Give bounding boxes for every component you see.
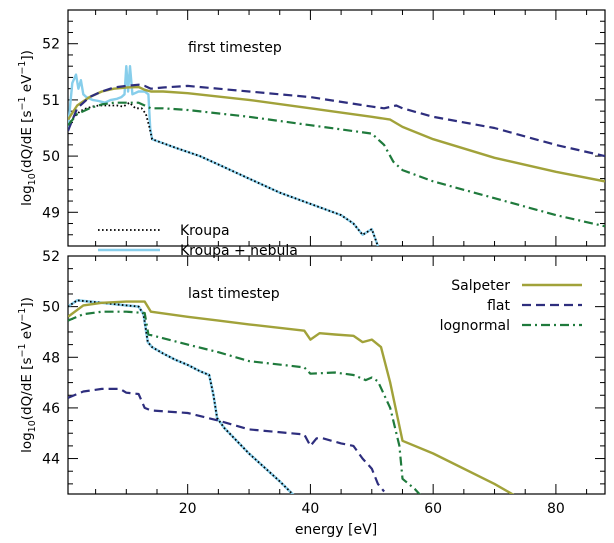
bot-y-tick-label: 46 [42, 401, 60, 417]
top-y-label-mid: (dQ/dE [s [19, 111, 35, 174]
top-y-tick-label: 49 [42, 205, 60, 221]
top-annotation: first timestep [188, 40, 282, 56]
top-y-tick-label: 52 [42, 37, 60, 53]
x-tick-label: 20 [179, 501, 197, 517]
bottom-y-axis-label: log10(dQ/dE [s−1 eV−1]) [17, 297, 38, 453]
x-tick-label: 60 [424, 501, 442, 517]
bottom-annotation: last timestep [188, 286, 280, 302]
top-series-lognormal [68, 101, 605, 228]
bot-legend-label-salpeter: Salpeter [451, 278, 510, 294]
bottom-y-label-mid: (dQ/dE [s [19, 358, 35, 421]
x-axis-label: energy [eV] [295, 522, 377, 538]
top-legend-label-kroupa-nebula: Kroupa + nebula [180, 243, 298, 259]
top-legend-label-kroupa: Kroupa [180, 223, 230, 239]
bottom-plot-frame [67, 255, 606, 495]
bot-series-salpeter [68, 300, 515, 494]
bot-legend-label-flat: flat [487, 298, 510, 314]
top-y-label-pre: log [19, 185, 35, 206]
x-tick-label: 80 [547, 501, 565, 517]
top-y-label-post: ]) [19, 50, 35, 61]
bottom-y-label-mid2: eV [19, 321, 35, 344]
bot-y-tick-label: 50 [42, 300, 60, 316]
bottom-y-label-post: ]) [19, 297, 35, 308]
bot-series-lognormal [68, 310, 421, 494]
bottom-y-label-sup2: −1 [17, 308, 28, 322]
bottom-y-label-sub: 10 [27, 420, 38, 432]
x-tick-label: 40 [302, 501, 320, 517]
bottom-y-label-pre: log [19, 432, 35, 453]
top-y-label-mid2: eV [19, 74, 35, 97]
bottom-panel: 20 40 60 80 44 46 48 50 52 last timestep Salpete… [17, 249, 606, 538]
bot-series-kroupa [68, 299, 294, 494]
bottom-y-label-sup1: −1 [17, 344, 28, 358]
top-y-axis-label: log10(dQ/dE [s−1 eV−1]) [17, 50, 38, 206]
top-series-flat [68, 83, 605, 158]
top-panel: 49 50 51 52 first timestep Kroupa Kroupa + n… [17, 9, 606, 259]
top-y-label-sub: 10 [27, 173, 38, 185]
bot-series-flat [68, 387, 385, 493]
top-y-tick-label: 51 [42, 93, 60, 109]
bot-series-kroupa-nebula [68, 299, 295, 494]
top-plot-frame [67, 9, 606, 247]
top-y-tick-label: 50 [42, 149, 60, 165]
bot-y-tick-label: 48 [42, 350, 60, 366]
top-series-kroupa-nebula [68, 65, 380, 246]
top-y-label-sup1: −1 [17, 97, 28, 111]
bot-y-tick-label: 44 [42, 452, 60, 468]
bot-legend-label-lognormal: lognormal [440, 318, 510, 334]
top-y-label-sup2: −1 [17, 61, 28, 75]
bot-y-tick-label: 52 [42, 249, 60, 265]
